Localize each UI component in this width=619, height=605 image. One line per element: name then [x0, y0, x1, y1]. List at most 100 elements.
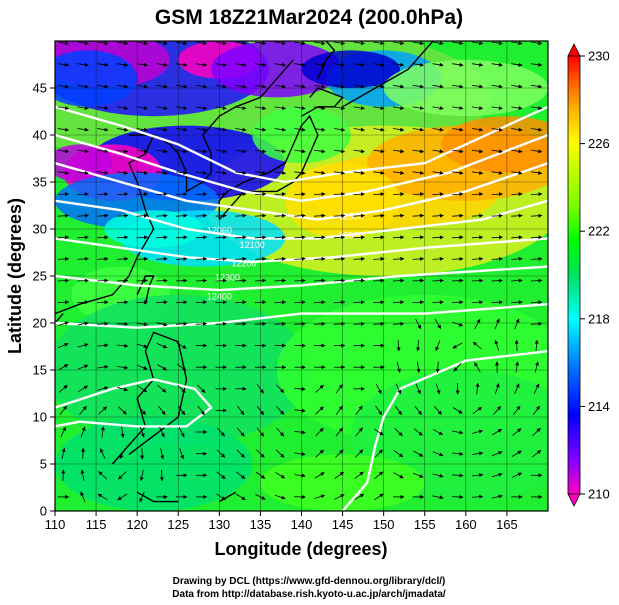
wind-arrow — [116, 300, 129, 305]
x-axis-title: Longitude (degrees) — [214, 539, 387, 559]
wind-arrow — [57, 127, 70, 132]
wind-arrow — [195, 213, 208, 218]
wind-arrow — [294, 430, 306, 435]
wind-arrow — [215, 192, 227, 197]
wind-arrow — [511, 149, 523, 154]
wind-arrow — [156, 62, 168, 67]
field-patch — [55, 144, 113, 182]
x-axis: 110 115 120 125 130 135 140 145 150 155 160 165 — [45, 511, 518, 532]
contour-line — [55, 265, 548, 292]
wind-arrow — [531, 170, 543, 175]
wind-arrow — [274, 278, 286, 283]
wind-arrow — [274, 494, 286, 500]
wind-arrow — [215, 256, 227, 261]
wind-arrow — [531, 450, 542, 458]
wind-arrow — [116, 213, 129, 218]
wind-arrow — [475, 382, 480, 395]
wind-arrow — [453, 362, 462, 372]
wind-arrow — [471, 41, 484, 46]
wind-arrow — [452, 430, 464, 435]
wind-arrow — [254, 192, 267, 197]
x-tick-label: 120 — [126, 517, 148, 532]
wind-arrow — [452, 106, 464, 111]
wind-arrow — [354, 471, 364, 479]
wind-arrow — [256, 449, 265, 458]
wind-arrow — [511, 213, 523, 218]
wind-arrow — [514, 339, 519, 352]
wind-arrow — [435, 340, 441, 352]
contour-line — [55, 378, 213, 428]
wind-arrow — [511, 472, 523, 478]
wind-arrow — [57, 300, 70, 305]
wind-arrow — [373, 278, 385, 283]
contour-label: 12300 — [215, 273, 240, 283]
wind-arrow — [314, 321, 326, 326]
wind-arrow — [452, 192, 464, 197]
colorbar-max-triangle — [567, 43, 581, 57]
contour-label: 12400 — [207, 292, 232, 302]
wind-arrow — [531, 106, 543, 111]
coastline — [111, 331, 188, 465]
wind-arrow — [77, 278, 89, 283]
wind-arrow — [58, 343, 69, 349]
wind-arrow — [415, 318, 422, 330]
wind-arrow — [139, 491, 145, 503]
wind-arrow — [471, 213, 484, 218]
y-tick-label: 35 — [33, 175, 47, 190]
colorbar: 210 214 218 222 226 230 — [567, 43, 610, 507]
wind-arrow — [97, 41, 109, 46]
wind-arrow — [156, 278, 168, 283]
wind-arrow — [156, 41, 168, 46]
wind-arrow — [276, 427, 285, 437]
wind-arrow — [471, 170, 484, 175]
wind-arrow — [491, 494, 503, 499]
wind-arrow — [315, 427, 324, 437]
wind-arrow — [373, 428, 384, 436]
colorbar-tick-label: 214 — [588, 399, 610, 414]
wind-arrow — [254, 84, 267, 89]
wind-arrow — [235, 149, 247, 154]
wind-arrow — [236, 449, 245, 458]
wind-arrow — [531, 127, 543, 132]
wind-arrow — [294, 149, 306, 154]
wind-arrow — [432, 192, 444, 197]
wind-arrow — [195, 256, 208, 261]
wind-arrow — [274, 256, 286, 261]
y-tick-label: 30 — [33, 222, 47, 237]
x-tick-label: 115 — [86, 517, 107, 532]
wind-arrow — [215, 106, 227, 111]
wind-arrow — [175, 321, 188, 326]
wind-arrow — [472, 341, 482, 350]
wind-arrow — [396, 340, 401, 352]
wind-arrow — [416, 361, 421, 373]
wind-arrow — [373, 149, 385, 154]
wind-arrow — [335, 449, 344, 458]
wind-arrow — [137, 385, 148, 393]
wind-arrow — [294, 473, 306, 478]
wind-arrow — [333, 192, 346, 197]
wind-arrow — [491, 235, 503, 240]
wind-arrow — [120, 426, 125, 438]
wind-arrow — [491, 451, 503, 457]
wind-arrow — [136, 213, 148, 218]
wind-arrow — [452, 451, 464, 456]
colorbar-tick-label: 226 — [588, 136, 610, 151]
wind-arrow — [254, 127, 267, 132]
wind-arrow — [392, 192, 405, 197]
wind-arrow — [98, 406, 107, 415]
wind-arrow — [294, 127, 306, 132]
wind-arrow — [77, 127, 89, 132]
wind-arrow — [452, 473, 464, 478]
wind-arrow — [235, 106, 247, 111]
wind-arrow — [375, 405, 383, 416]
colorbar-ticks: 210 214 218 222 226 230 — [580, 49, 610, 502]
wind-arrow — [374, 449, 383, 458]
wind-arrow — [177, 384, 186, 393]
wind-arrow — [511, 300, 523, 305]
wind-arrow — [97, 127, 109, 132]
wind-arrow — [177, 405, 186, 416]
wind-arrow — [452, 278, 464, 283]
wind-arrow — [97, 343, 109, 348]
wind-arrow — [116, 84, 129, 89]
wind-arrow — [136, 364, 148, 370]
